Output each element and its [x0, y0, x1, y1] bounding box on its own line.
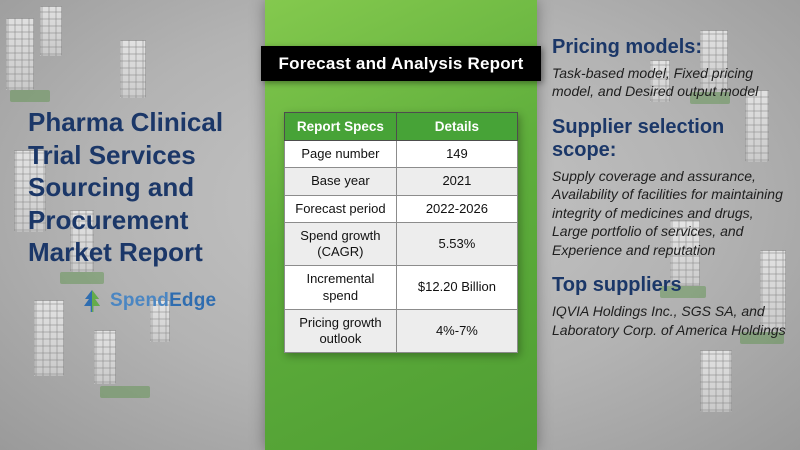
- spec-value-cell: 149: [395, 139, 519, 169]
- spec-name-cell: Pricing growth outlook: [284, 308, 397, 354]
- report-title: Pharma Clinical Trial Services Sourcing …: [28, 107, 224, 267]
- section-body: IQVIA Holdings Inc., SGS SA, and Laborat…: [552, 303, 786, 338]
- table-row: Forecast period 2022-2026: [284, 194, 519, 223]
- decor-green-patch: [100, 386, 150, 398]
- decor-building: [650, 60, 670, 102]
- decor-building: [700, 30, 728, 92]
- banner-title: Forecast and Analysis Report: [278, 53, 524, 73]
- section-heading: Top suppliers: [552, 274, 682, 297]
- spec-name-cell: Base year: [284, 167, 397, 196]
- decor-building: [760, 250, 786, 332]
- decor-building: [670, 220, 700, 286]
- left-column: Pharma Clinical Trial Services Sourcing …: [28, 106, 266, 313]
- spendedge-logo-icon: [80, 289, 104, 313]
- decor-building: [150, 300, 170, 342]
- table-header-report-specs: Report Specs: [284, 112, 397, 141]
- decor-green-patch: [60, 272, 104, 284]
- decor-building: [94, 330, 116, 384]
- spec-value-cell: $12.20 Billion: [395, 265, 519, 310]
- spec-value-cell: 2021: [395, 167, 519, 196]
- spec-name-cell: Page number: [284, 139, 397, 169]
- report-specs-table: Report Specs Details Page number 149 Bas…: [284, 112, 519, 354]
- section-pricing-models: Pricing models: Task-based model, Fixed …: [552, 36, 792, 101]
- logo-text-edge: Edge: [169, 289, 217, 311]
- decor-green-patch: [740, 332, 784, 344]
- spendedge-logo: SpendEdge: [80, 289, 266, 313]
- table-row: Base year 2021: [284, 167, 519, 196]
- spendedge-wordmark: SpendEdge: [110, 290, 216, 312]
- table-row: Spend growth (CAGR) 5.53%: [284, 221, 519, 267]
- table-header-row: Report Specs Details: [284, 112, 519, 141]
- decor-building: [700, 350, 732, 412]
- spec-name-cell: Forecast period: [284, 194, 397, 223]
- decor-building: [14, 150, 46, 232]
- section-heading: Supplier selection scope:: [552, 115, 725, 161]
- decor-building: [34, 300, 64, 376]
- decor-building: [745, 90, 769, 162]
- spec-value-cell: 4%-7%: [395, 308, 519, 354]
- report-banner: Forecast and Analysis Report: [261, 46, 541, 81]
- logo-text-spend: Spend: [110, 289, 170, 311]
- decor-building: [6, 18, 34, 90]
- section-heading: Pricing models:: [552, 36, 703, 58]
- spec-value-cell: 2022-2026: [395, 194, 519, 223]
- table-header-details: Details: [395, 112, 519, 141]
- table-row: Pricing growth outlook 4%-7%: [284, 308, 519, 354]
- section-top-suppliers: Top suppliers IQVIA Holdings Inc., SGS S…: [552, 274, 792, 339]
- decor-green-patch: [10, 90, 50, 102]
- spec-name-cell: Spend growth (CAGR): [284, 221, 397, 267]
- table-row: Incremental spend $12.20 Billion: [284, 265, 519, 310]
- decor-green-patch: [660, 286, 706, 298]
- decor-building: [70, 210, 94, 272]
- section-supplier-selection-scope: Supplier selection scope: Supply coverag…: [552, 116, 792, 259]
- spec-name-cell: Incremental spend: [284, 265, 397, 310]
- table-row: Page number 149: [284, 139, 519, 169]
- center-panel: Forecast and Analysis Report Report Spec…: [261, 0, 541, 450]
- decor-building: [40, 6, 62, 56]
- section-body: Supply coverage and assurance, Availabil…: [552, 167, 783, 258]
- spec-value-cell: 5.53%: [395, 221, 519, 267]
- decor-building: [120, 40, 146, 98]
- decor-green-patch: [690, 92, 730, 104]
- section-body: Task-based model, Fixed pricing model, a…: [552, 65, 759, 100]
- right-column: Pricing models: Task-based model, Fixed …: [552, 36, 792, 354]
